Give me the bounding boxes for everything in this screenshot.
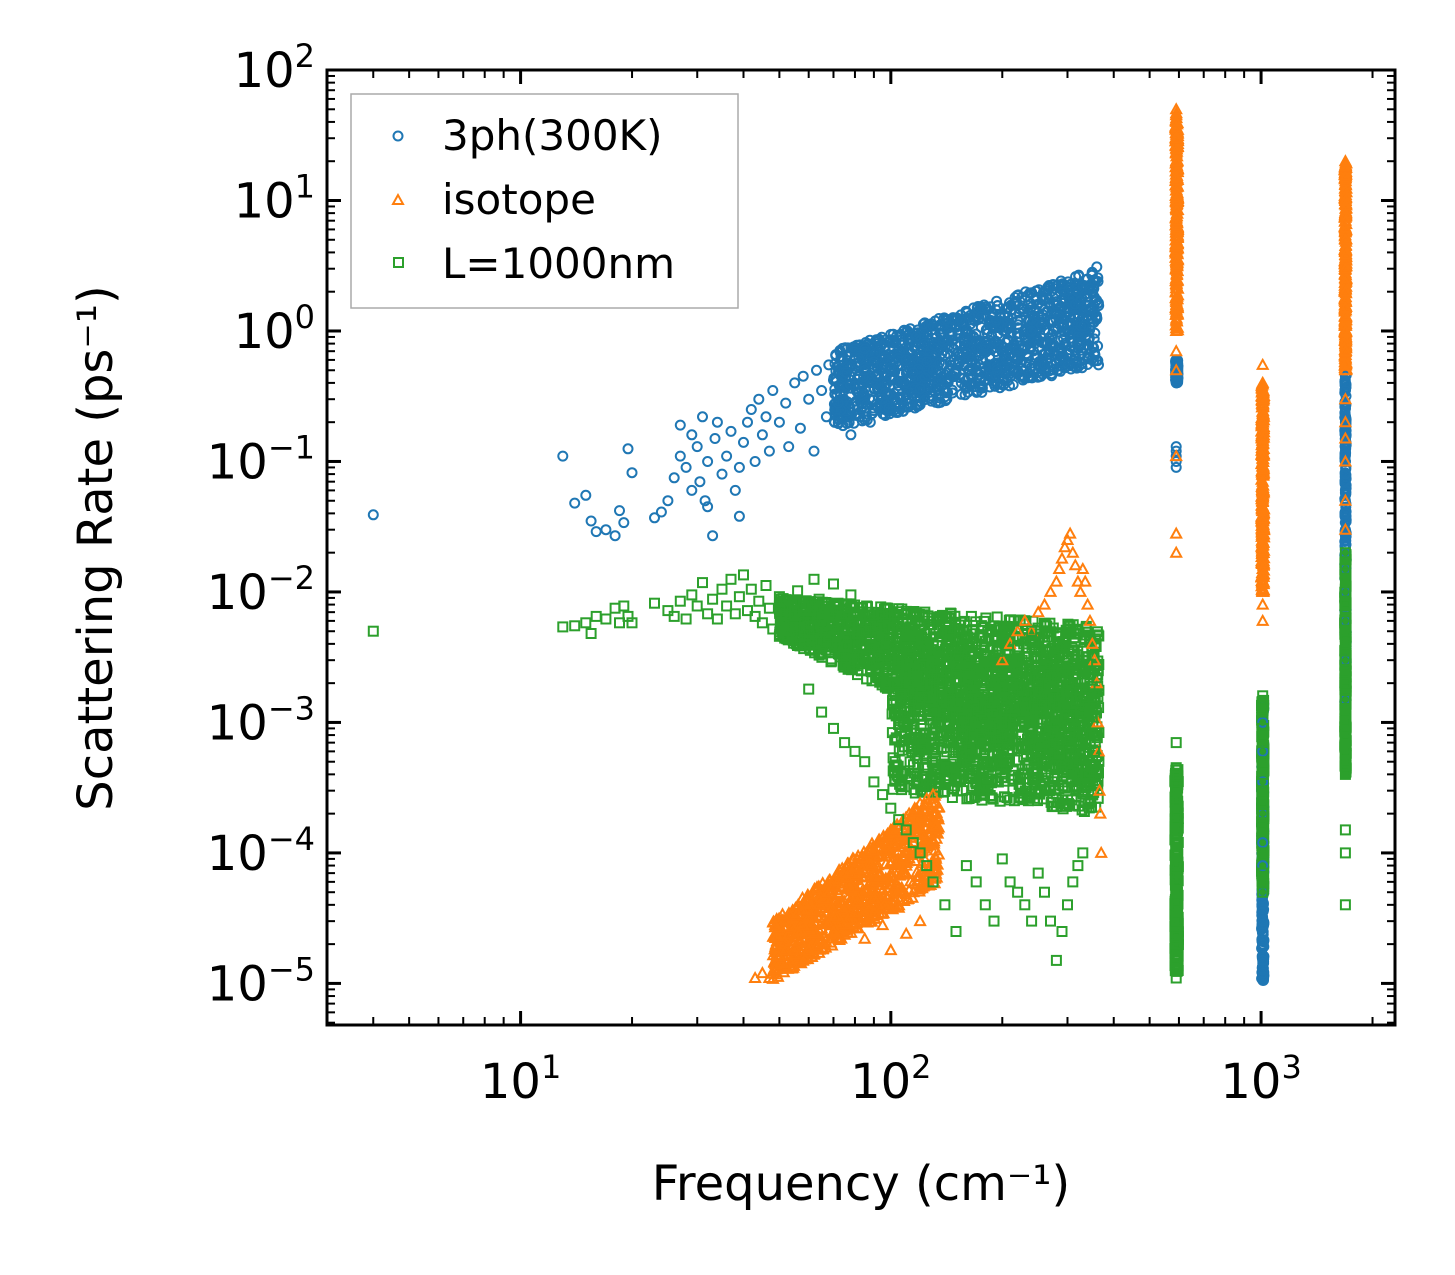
band-point: [940, 395, 952, 407]
band-point: [1022, 352, 1034, 364]
band-point: [1091, 313, 1103, 325]
band-point: [1012, 314, 1024, 326]
band-point: [961, 324, 973, 336]
band-point: [984, 301, 996, 313]
band-point: [1256, 973, 1268, 984]
band-point: [918, 338, 930, 350]
band-point: [972, 385, 984, 397]
band-point: [859, 414, 871, 426]
band-point: [946, 384, 958, 396]
band-point: [919, 394, 931, 406]
band-point: [942, 335, 954, 347]
band-point: [902, 367, 914, 379]
band-point: [1048, 364, 1060, 376]
band-point: [844, 379, 856, 391]
band-point: [1056, 348, 1067, 360]
band-point: [859, 343, 871, 355]
band-point: [945, 321, 957, 333]
band-point: [1038, 293, 1050, 305]
band-point: [1081, 339, 1093, 351]
band-point: [992, 300, 1004, 311]
band-point: [1043, 293, 1055, 305]
band-point: [1055, 275, 1067, 287]
band-point: [1088, 316, 1100, 328]
band-point: [937, 336, 949, 348]
band-point: [861, 398, 872, 410]
band-point: [970, 336, 982, 348]
band-point: [855, 405, 867, 416]
band-point: [945, 328, 957, 340]
band-point: [940, 313, 952, 325]
band-point: [946, 314, 958, 326]
band-point: [1088, 333, 1100, 345]
band-point: [1076, 362, 1088, 374]
band-point: [887, 336, 899, 348]
band-point: [1016, 291, 1028, 303]
band-point: [933, 357, 945, 369]
band-point: [897, 375, 909, 387]
band-point: [1082, 353, 1094, 365]
band-point: [960, 340, 971, 352]
band-point: [910, 330, 922, 342]
band-point: [920, 320, 932, 332]
band-point: [895, 377, 907, 389]
band-point: [933, 392, 945, 404]
band-point: [1004, 364, 1016, 376]
band-point: [1091, 310, 1102, 322]
band-point: [964, 310, 976, 322]
band-point: [879, 387, 891, 399]
band-point: [879, 351, 891, 363]
band-point: [887, 328, 899, 340]
band-point: [1072, 331, 1084, 343]
band-point: [902, 346, 914, 358]
band-point: [984, 381, 996, 393]
band-point: [1070, 362, 1082, 374]
band-point: [1033, 284, 1045, 296]
band-point: [892, 359, 904, 371]
band-point: [1074, 338, 1086, 350]
band-point: [903, 332, 915, 344]
band-point: [885, 334, 897, 346]
band-point: [1011, 352, 1023, 364]
band-point: [990, 335, 1002, 347]
band-point: [1025, 362, 1037, 374]
band-point: [917, 318, 929, 330]
band-point: [1009, 308, 1021, 320]
band-point: [984, 371, 996, 383]
band-point: [1256, 934, 1268, 946]
band-point: [1256, 927, 1268, 938]
band-point: [932, 378, 944, 390]
band-point: [1014, 307, 1025, 319]
band-point: [909, 382, 921, 394]
band-point: [1021, 290, 1033, 302]
band-point: [848, 352, 860, 364]
band-point: [1002, 375, 1014, 387]
band-point: [1058, 333, 1069, 345]
band-point: [1084, 303, 1096, 315]
band-point: [872, 334, 883, 346]
band-point: [898, 324, 910, 336]
band-point: [1035, 370, 1047, 382]
band-point: [913, 395, 925, 407]
band-point: [1062, 360, 1074, 372]
band-point: [955, 388, 967, 400]
band-point: [1078, 320, 1090, 332]
cluster-isotope-7: [1338, 155, 1353, 376]
band-point: [919, 372, 931, 383]
band-point: [1256, 950, 1268, 962]
band-point: [981, 304, 993, 315]
band-point: [900, 395, 912, 407]
band-point: [912, 400, 924, 412]
band-point: [994, 382, 1006, 394]
band-point: [894, 347, 906, 359]
band-point: [1256, 909, 1268, 921]
band-point: [975, 311, 987, 323]
band-point: [927, 320, 939, 332]
band-point: [832, 412, 843, 424]
band-point: [956, 316, 968, 328]
band-point: [933, 384, 945, 396]
